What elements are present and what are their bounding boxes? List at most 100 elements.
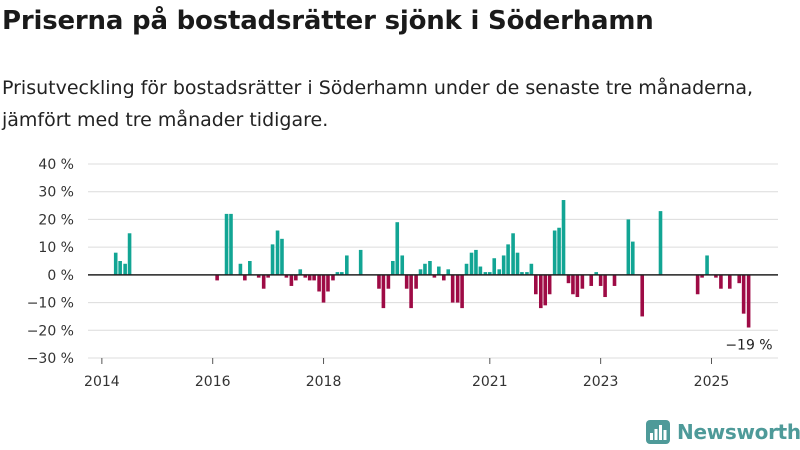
bar [566, 274, 571, 284]
bar [737, 274, 742, 284]
bar [442, 274, 446, 281]
bar [538, 274, 543, 309]
bar [561, 200, 566, 275]
bar [612, 274, 617, 286]
bar [543, 274, 548, 306]
bar [418, 269, 423, 275]
bar [243, 274, 247, 281]
bar [695, 274, 700, 295]
bar [118, 261, 122, 275]
y-tick-label: −20 % [27, 323, 74, 339]
x-tick-label: 2018 [306, 374, 342, 390]
bar [113, 252, 118, 275]
bar [446, 269, 451, 275]
bar [603, 274, 607, 298]
bar [571, 274, 575, 295]
bar [492, 258, 497, 275]
bar [386, 274, 391, 289]
bar [123, 263, 127, 275]
x-tick-label: 2021 [472, 374, 508, 390]
bar [483, 272, 488, 275]
bar [658, 211, 663, 275]
bar [478, 266, 483, 275]
bars [113, 200, 751, 328]
data-label: −19 % [725, 338, 772, 354]
bar [312, 274, 316, 281]
x-tick-label: 2023 [583, 374, 619, 390]
bar [340, 272, 344, 275]
y-tick-label: −10 % [27, 296, 74, 312]
bar [280, 238, 284, 275]
bar [474, 249, 478, 275]
bar [464, 263, 469, 275]
bar [331, 274, 335, 281]
bar [727, 274, 732, 289]
bar [270, 244, 275, 275]
bar [575, 274, 580, 298]
bar [326, 274, 330, 292]
y-tick-label: −30 % [27, 351, 74, 367]
bar [437, 266, 441, 275]
bar [395, 222, 400, 275]
bar [719, 274, 723, 289]
chart-subtitle: Prisutveckling för bostadsrätter i Söder… [2, 77, 754, 131]
bar [414, 274, 418, 289]
bar [317, 274, 321, 292]
bar [229, 213, 233, 275]
bar [547, 274, 552, 295]
bar [432, 274, 437, 278]
bar [488, 272, 492, 275]
annotations: −19 % [725, 338, 772, 354]
bar [455, 274, 460, 303]
bar [298, 269, 303, 275]
bar [506, 244, 510, 275]
bar [640, 274, 645, 317]
x-tick-label: 2025 [694, 374, 730, 390]
bar [557, 227, 561, 275]
y-tick-label: 20 % [38, 212, 74, 228]
bar [515, 252, 520, 275]
bar [630, 241, 635, 275]
bar [289, 274, 294, 286]
bar [256, 274, 261, 278]
y-tick-label: 30 % [38, 185, 74, 201]
bar [428, 261, 432, 275]
x-axis-ticks: 2014 2016 2018 2021 2023 2025 [84, 358, 729, 390]
bar [714, 274, 718, 278]
bar [501, 255, 506, 275]
bar [358, 249, 363, 275]
bar [284, 274, 289, 278]
bar [335, 272, 340, 275]
bar [741, 274, 746, 314]
bar [400, 255, 405, 275]
bar [377, 274, 381, 289]
bar [404, 274, 409, 289]
bar [294, 274, 298, 281]
bar [423, 263, 427, 275]
bar [529, 263, 534, 275]
brand-name: Newsworthy [677, 420, 800, 444]
bar [450, 274, 455, 303]
bar [580, 274, 585, 289]
bar [534, 274, 538, 295]
bar [266, 274, 270, 278]
bar [594, 272, 599, 275]
chart-title: Priserna på bostadsrätter sjönk i Söderh… [2, 6, 654, 36]
bar [552, 230, 557, 275]
bar [307, 274, 312, 281]
x-tick-label: 2016 [195, 374, 231, 390]
grid-lines [88, 163, 778, 359]
bar [525, 272, 529, 275]
x-tick-label: 2014 [84, 374, 120, 390]
bar [511, 233, 515, 275]
bar [215, 274, 219, 281]
bar [224, 213, 229, 275]
bar [275, 230, 280, 275]
y-tick-label: 10 % [38, 240, 74, 256]
bar [238, 263, 243, 275]
bar [705, 255, 709, 275]
bar [381, 274, 386, 309]
bar [520, 272, 524, 275]
y-tick-label: 40 % [38, 157, 74, 173]
newsworthy-logo: Newsworthy [645, 419, 800, 445]
